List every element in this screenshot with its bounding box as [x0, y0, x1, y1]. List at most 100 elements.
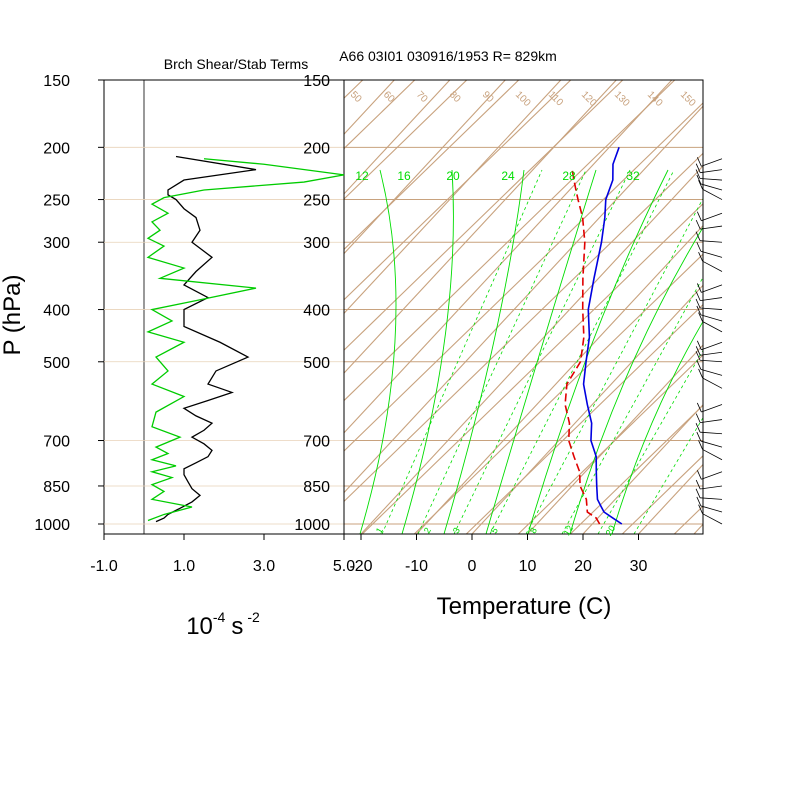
- wind-barb-flag: [696, 496, 702, 507]
- shear-x-tick-label: 3.0: [253, 558, 275, 575]
- wind-barb-flag: [695, 219, 701, 230]
- mixing-ratio-line: [525, 197, 703, 534]
- wind-barb-flag: [698, 504, 703, 514]
- temperature-profile: [582, 147, 623, 525]
- isotherm-line: [360, 165, 703, 534]
- pressure-tick-label-left: 1000: [34, 517, 70, 534]
- isotherm-line: [344, 80, 673, 434]
- wind-barb-flag: [695, 169, 701, 179]
- theta-label: 90: [480, 89, 496, 105]
- wind-barb-flag: [696, 305, 702, 316]
- pressure-tick-label-right: 200: [303, 140, 330, 157]
- grid-layer: [0, 40, 800, 544]
- mixing-ratio-label-upper: 28: [562, 169, 576, 183]
- dry-adiabat-line: [344, 80, 416, 150]
- wind-barb-flag: [695, 298, 701, 309]
- temperature-axis-label: Temperature (C): [437, 593, 612, 620]
- shear-x-tick-label: -1.0: [90, 558, 118, 575]
- mixing-ratio-label-lower: 5: [489, 526, 500, 535]
- dry-adiabat-line: [344, 80, 572, 301]
- wind-barb-flag: [696, 470, 702, 480]
- shear-panel-title: Brch Shear/Stab Terms: [164, 56, 308, 72]
- pressure-tick-label-left: 150: [43, 73, 70, 90]
- wind-barb-flag: [696, 340, 702, 350]
- shear-axis-label-unit: s: [231, 613, 243, 640]
- wind-barb-staff: [701, 284, 723, 293]
- temp-x-tick-label: 20: [574, 558, 592, 575]
- mixing-ratio-label-upper: 32: [626, 169, 640, 183]
- pressure-tick-label-right: 1000: [294, 517, 330, 534]
- wind-barb-staff: [700, 225, 723, 230]
- temp-x-tick-label: 0: [468, 558, 477, 575]
- dry-adiabat-line: [0, 40, 352, 544]
- mixing-ratio-label-upper: 24: [501, 169, 515, 183]
- wind-barb-flag: [695, 423, 701, 433]
- isotherm-line: [471, 284, 703, 534]
- mixing-ratio-line: [633, 416, 703, 534]
- pressure-axis-label: P (hPa): [0, 275, 26, 356]
- wind-barb-flag: [696, 431, 702, 442]
- mixing-ratio-label-lower: 8: [528, 526, 539, 535]
- shear-axis-label-exp2: -2: [247, 609, 260, 625]
- wind-barb-staff: [700, 169, 723, 174]
- pressure-tick-label-left: 300: [43, 235, 70, 252]
- mixing-ratio-line: [453, 169, 631, 534]
- temp-x-tick-label: -10: [405, 558, 428, 575]
- dewpoint-profile: [564, 169, 601, 525]
- moist-adiabat-line: [443, 169, 525, 534]
- temp-x-tick-label: 30: [630, 558, 648, 575]
- wind-barb-staff: [702, 260, 723, 272]
- wind-barb-staff: [700, 178, 723, 181]
- wind-barb-staff: [702, 377, 723, 389]
- isotherm-line: [638, 463, 703, 534]
- pressure-tick-label-left: 700: [43, 434, 70, 451]
- isotherm-line: [750, 80, 800, 534]
- moist-adiabat-line: [359, 169, 397, 534]
- wind-barb-staff: [700, 431, 723, 435]
- shear-x-tick-label: 1.0: [173, 558, 195, 575]
- wind-barb-flag: [696, 157, 702, 167]
- mixing-ratio-label-lower: 2: [422, 526, 433, 535]
- wind-barb-flag: [695, 346, 701, 356]
- wind-barb-flag: [696, 402, 702, 413]
- mixing-ratio-line: [489, 169, 675, 534]
- wind-barb-flag: [695, 479, 701, 490]
- wind-barb-staff: [702, 513, 723, 525]
- wind-barb-staff: [700, 351, 723, 356]
- wind-barb-staff: [702, 188, 723, 200]
- pressure-tick-label-right: 500: [303, 355, 330, 372]
- dry-adiabat-line: [344, 80, 364, 99]
- wind-barb-flag: [695, 413, 701, 423]
- wind-barb-flag: [698, 440, 703, 450]
- isotherm-line: [344, 80, 506, 255]
- mixing-ratio-label-lower: 20: [604, 524, 618, 538]
- wind-barb-staff: [700, 307, 723, 310]
- wind-barb-staff: [701, 212, 723, 222]
- mixing-ratio-label-upper: 20: [446, 169, 460, 183]
- wind-barb-staff: [702, 449, 723, 461]
- wind-barb-flag: [695, 488, 701, 498]
- shear-series-black: [155, 155, 257, 523]
- wind-barb-staff: [700, 250, 723, 258]
- shear-series-green: [146, 158, 345, 522]
- wind-barb-staff: [700, 240, 723, 243]
- temp-x-tick-label: -20: [349, 558, 372, 575]
- dry-adiabat-line: [344, 102, 703, 452]
- theta-label: 100: [513, 89, 533, 109]
- wind-barb-flag: [696, 174, 702, 185]
- wind-barb-staff: [700, 419, 723, 424]
- moist-adiabat-line: [401, 169, 454, 534]
- dry-adiabat-line: [344, 80, 624, 351]
- isotherm-line: [344, 105, 703, 494]
- mixing-ratio-label-lower: 3: [451, 526, 462, 535]
- shear-axis-label-exp1: -4: [213, 609, 226, 625]
- skewt-grid-group: [0, 40, 800, 544]
- wind-barb-staff: [700, 297, 723, 302]
- skewt-panel-frame: [343, 79, 704, 535]
- isotherm-line: [344, 80, 617, 374]
- wind-barb-column: [695, 157, 723, 525]
- pressure-tick-label-right: 300: [303, 235, 330, 252]
- wind-barb-flag: [696, 283, 702, 293]
